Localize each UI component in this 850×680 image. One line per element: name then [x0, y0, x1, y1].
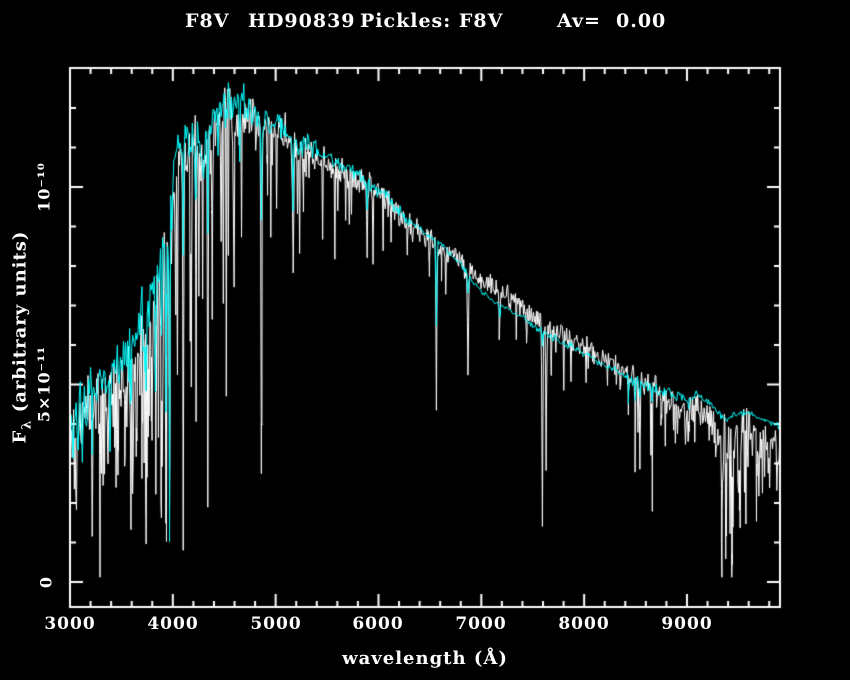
y-axis-title: Fλ (arbitrary units)	[10, 231, 35, 444]
ytick-label-5e-11: 5×10⁻¹¹	[34, 345, 54, 423]
xtick-label-5000: 5000	[250, 614, 302, 634]
y-axis-title-units: (arbitrary units)	[9, 230, 31, 420]
y-axis-title-f: F	[9, 429, 31, 444]
title-spectral-type: F8V	[185, 10, 230, 32]
title-template-name: Pickles: F8V	[360, 10, 504, 32]
ytick-label-1e-10: 10⁻¹⁰	[34, 162, 54, 212]
xtick-label-7000: 7000	[455, 614, 507, 634]
y-axis-title-lambda-subscript: λ	[19, 419, 35, 430]
xtick-label-4000: 4000	[147, 614, 199, 634]
title-av-value: 0.00	[616, 10, 667, 32]
xtick-label-9000: 9000	[661, 614, 713, 634]
title-av-label: Av=	[557, 10, 601, 32]
xtick-label-6000: 6000	[352, 614, 404, 634]
title-star-name: HD90839	[248, 10, 356, 32]
xtick-label-8000: 8000	[558, 614, 610, 634]
xtick-label-3000: 3000	[44, 614, 96, 634]
x-axis-title: wavelength (Å)	[342, 648, 508, 669]
ytick-label-0: 0	[36, 575, 56, 589]
